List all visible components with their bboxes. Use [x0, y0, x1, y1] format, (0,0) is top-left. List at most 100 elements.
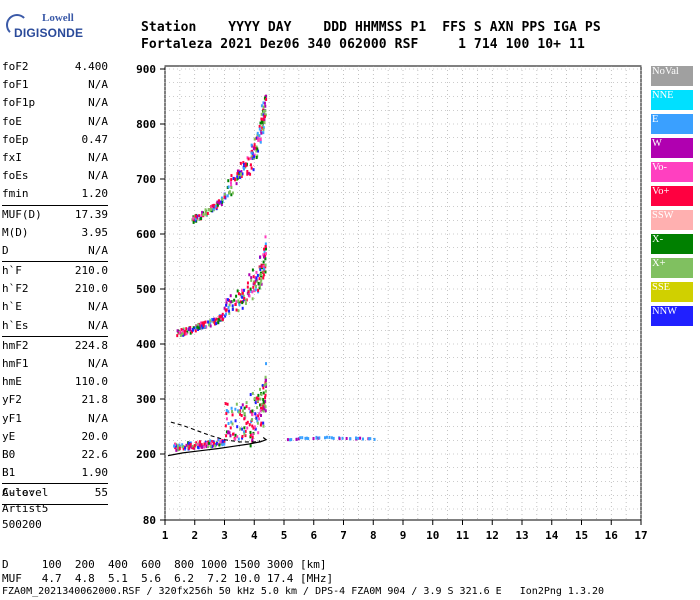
echo-mark	[258, 124, 261, 128]
x-tick-label: 16	[605, 529, 619, 542]
echo-mark	[261, 120, 264, 124]
echo-mark	[212, 318, 215, 322]
echo-mark	[237, 299, 240, 303]
echo-mark	[245, 162, 248, 166]
echo-mark	[243, 297, 246, 301]
echo-mark	[243, 417, 246, 421]
echo-mark	[256, 399, 259, 403]
echo-mark	[194, 329, 197, 333]
parameter-name: foF2	[2, 60, 29, 73]
echo-mark	[256, 273, 259, 277]
parameter-value: N/A	[88, 300, 108, 314]
echo-mark	[262, 110, 265, 114]
echo-mark	[199, 443, 202, 447]
echo-mark	[225, 312, 228, 316]
echo-mark	[361, 437, 364, 441]
parameter-name: h`F2	[2, 282, 29, 296]
echo-mark	[219, 200, 222, 204]
echo-mark	[261, 126, 264, 130]
echo-mark	[213, 204, 216, 208]
echo-mark	[198, 217, 201, 221]
parameter-row: foF2 4.400	[2, 58, 108, 76]
legend-entry: NNW	[651, 306, 693, 326]
y-tick-label: 500	[136, 283, 156, 296]
echo-mark	[210, 445, 213, 449]
echo-mark	[227, 185, 230, 189]
legend-entry: W	[651, 138, 693, 158]
parameter-name: hmF2	[2, 338, 29, 352]
echo-mark	[208, 323, 211, 327]
echo-mark	[253, 425, 256, 429]
echo-mark	[262, 105, 265, 109]
echo-mark	[202, 213, 205, 217]
echo-mark	[225, 434, 228, 438]
echo-mark	[257, 138, 260, 142]
echo-mark	[265, 384, 268, 388]
echo-mark	[258, 277, 261, 281]
echo-mark	[250, 410, 253, 414]
echo-mark	[224, 402, 227, 406]
echo-mark	[241, 409, 244, 413]
echo-mark	[230, 174, 233, 178]
echo-mark	[245, 298, 248, 302]
echo-mark	[184, 329, 187, 333]
x-tick-label: 17	[634, 529, 647, 542]
echo-mark	[258, 134, 261, 138]
echo-mark	[260, 421, 263, 425]
echo-mark	[225, 430, 228, 434]
echo-mark	[241, 291, 244, 295]
echo-mark	[248, 294, 251, 298]
x-tick-label: 5	[281, 529, 288, 542]
echo-mark	[217, 317, 220, 321]
echo-mark	[258, 127, 261, 131]
echo-mark	[251, 409, 254, 413]
echo-mark	[238, 410, 241, 414]
parameter-row: MUF(D) 17.39	[2, 206, 108, 224]
parameter-value: N/A	[88, 114, 108, 128]
echo-mark	[249, 433, 252, 437]
echo-mark	[236, 289, 239, 293]
echo-mark	[261, 384, 264, 388]
legend-entry: X+	[651, 258, 693, 278]
echo-mark	[239, 300, 242, 304]
echo-mark	[236, 169, 239, 173]
echo-mark	[262, 407, 265, 411]
echo-mark	[264, 270, 267, 274]
echo-mark	[230, 178, 233, 182]
echo-mark	[185, 327, 188, 331]
x-tick-label: 1	[162, 529, 169, 542]
echo-mark	[235, 182, 238, 186]
echo-mark	[223, 195, 226, 199]
echo-mark	[251, 435, 254, 439]
parameter-name: M(D)	[2, 225, 29, 239]
echo-mark	[244, 429, 247, 433]
echo-mark	[181, 332, 184, 336]
echo-mark	[264, 109, 267, 113]
echo-mark	[225, 412, 228, 416]
echo-mark	[176, 444, 179, 448]
echo-mark	[251, 418, 254, 422]
parameter-value: N/A	[88, 150, 108, 164]
echo-mark	[221, 318, 224, 322]
echo-mark	[260, 112, 263, 116]
echo-mark	[229, 426, 232, 430]
parameter-value: 1.20	[81, 187, 109, 201]
echo-mark	[330, 436, 333, 440]
echo-mark	[223, 442, 226, 446]
echo-mark	[223, 193, 226, 197]
echo-mark	[186, 330, 189, 334]
parameter-value: 224.8	[74, 338, 108, 352]
echo-mark	[237, 437, 240, 441]
echo-mark	[264, 389, 267, 393]
echo-mark	[210, 441, 213, 445]
echo-mark	[242, 162, 245, 166]
parameter-row: fmin 1.20	[2, 185, 108, 203]
y-tick-label: 700	[136, 173, 156, 186]
echo-mark	[211, 204, 214, 208]
echo-mark	[264, 96, 267, 100]
x-tick-label: 2	[191, 529, 198, 542]
parameter-value: 110.0	[74, 375, 108, 389]
echo-mark	[252, 147, 255, 151]
parameter-row: yE 20.0	[2, 428, 108, 446]
echo-mark	[251, 151, 254, 155]
